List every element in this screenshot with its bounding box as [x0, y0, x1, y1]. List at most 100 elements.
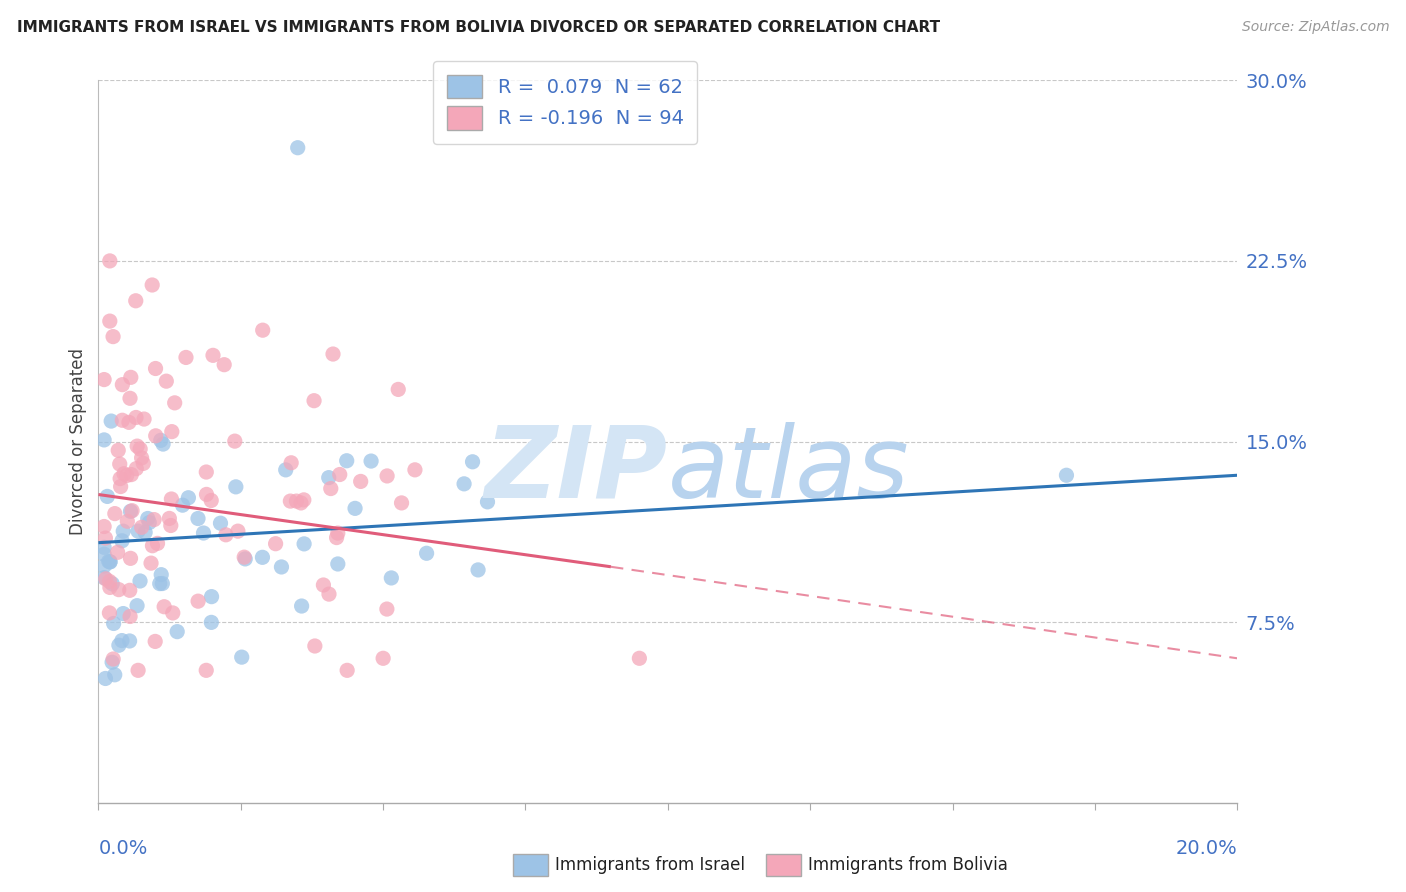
Point — [160, 491, 183, 506]
Point — [322, 347, 344, 361]
Point — [125, 410, 148, 425]
Point — [143, 512, 166, 526]
Point — [226, 524, 249, 538]
Point — [152, 437, 174, 451]
Point — [101, 577, 124, 591]
Point — [280, 494, 302, 508]
Point — [325, 531, 347, 545]
Point — [93, 433, 115, 447]
Point — [1056, 468, 1078, 483]
Point — [125, 461, 148, 475]
Point — [166, 624, 188, 639]
Point — [336, 664, 359, 678]
Point — [163, 396, 186, 410]
Point — [391, 496, 413, 510]
Point — [98, 555, 121, 569]
Point — [108, 638, 131, 652]
Point — [118, 634, 141, 648]
Point — [101, 329, 124, 343]
Point — [93, 541, 115, 555]
Point — [93, 519, 115, 533]
Point — [145, 429, 167, 443]
Point — [290, 496, 312, 510]
Point — [628, 651, 651, 665]
Point — [111, 413, 134, 427]
Point — [162, 606, 184, 620]
Point — [93, 559, 115, 574]
Point — [150, 576, 173, 591]
Point — [112, 607, 135, 621]
Point — [292, 537, 315, 551]
Point — [201, 348, 224, 362]
Point — [108, 457, 131, 471]
Point — [215, 528, 238, 542]
Point — [304, 639, 326, 653]
Legend: R =  0.079  N = 62, R = -0.196  N = 94: R = 0.079 N = 62, R = -0.196 N = 94 — [433, 61, 697, 144]
Y-axis label: Divorced or Separated: Divorced or Separated — [69, 348, 87, 535]
Point — [125, 599, 148, 613]
Point — [200, 590, 222, 604]
Point — [118, 583, 141, 598]
Point — [461, 455, 484, 469]
Point — [145, 361, 167, 376]
Point — [107, 443, 129, 458]
Point — [375, 469, 398, 483]
Point — [143, 634, 166, 648]
Point — [404, 463, 426, 477]
Point — [111, 377, 134, 392]
Point — [285, 494, 308, 508]
Point — [127, 439, 149, 453]
Point — [131, 450, 153, 465]
Point — [97, 554, 120, 568]
Point — [195, 465, 218, 479]
Point — [252, 550, 274, 565]
Point — [172, 498, 194, 512]
Point — [193, 526, 215, 541]
Point — [149, 576, 172, 591]
Point — [117, 514, 139, 528]
Point — [127, 524, 149, 538]
Point — [153, 599, 176, 614]
Point — [103, 616, 125, 631]
Point — [98, 581, 121, 595]
Point — [111, 633, 134, 648]
Point — [93, 373, 115, 387]
Point — [292, 492, 315, 507]
Point — [94, 531, 117, 545]
Point — [318, 470, 340, 484]
Point — [138, 516, 160, 530]
Point — [329, 467, 352, 482]
Point — [280, 456, 302, 470]
Point — [120, 551, 142, 566]
Point — [195, 487, 218, 501]
Point — [108, 472, 131, 486]
Point — [274, 463, 297, 477]
Point — [120, 370, 142, 384]
Text: Source: ZipAtlas.com: Source: ZipAtlas.com — [1241, 20, 1389, 34]
Point — [150, 567, 173, 582]
Point — [155, 374, 177, 388]
Point — [101, 655, 124, 669]
Point — [112, 467, 135, 481]
Point — [225, 480, 247, 494]
Point — [129, 442, 152, 456]
Point — [174, 351, 197, 365]
Point — [187, 511, 209, 525]
Point — [373, 651, 395, 665]
Point — [233, 550, 256, 565]
Point — [319, 482, 342, 496]
Point — [132, 412, 155, 426]
Point — [94, 572, 117, 586]
Point — [312, 578, 335, 592]
Point — [453, 476, 475, 491]
Point — [98, 314, 121, 328]
Point — [112, 524, 135, 538]
Point — [231, 650, 253, 665]
Point — [318, 587, 340, 601]
Text: IMMIGRANTS FROM ISRAEL VS IMMIGRANTS FROM BOLIVIA DIVORCED OR SEPARATED CORRELAT: IMMIGRANTS FROM ISRAEL VS IMMIGRANTS FRO… — [17, 20, 941, 35]
Point — [149, 434, 172, 448]
Point — [120, 467, 142, 482]
Point — [375, 602, 398, 616]
Text: ZIP: ZIP — [485, 422, 668, 519]
Point — [195, 664, 218, 678]
